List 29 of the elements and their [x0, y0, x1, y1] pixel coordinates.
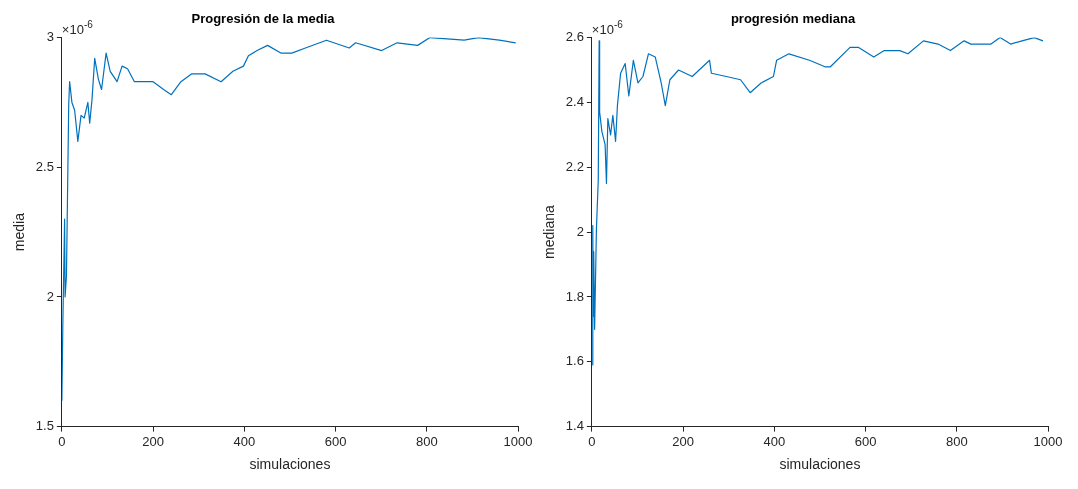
x-axis-title: simulaciones: [249, 456, 331, 473]
x-tick-label: 800: [945, 433, 968, 449]
y-tick-label: 2: [576, 223, 584, 239]
chart-title: progresión mediana: [730, 11, 856, 27]
chart-title: Progresión de la media: [191, 11, 336, 27]
x-tick-label: 0: [588, 433, 596, 449]
y-tick-label: 1.5: [35, 418, 54, 434]
x-tick-label: 200: [672, 433, 694, 449]
x-tick-label: 1000: [1033, 433, 1063, 449]
y-tick-label: 1.8: [565, 288, 584, 304]
x-tick-label: 400: [233, 433, 256, 449]
y-tick-label: 2.5: [35, 158, 54, 174]
x-tick-label: 400: [763, 433, 786, 449]
y-axis-title: mediana: [541, 205, 558, 259]
y-tick-label: 1.6: [565, 353, 584, 369]
y-tick-label: 2: [46, 288, 54, 304]
y-tick-label: 2.2: [565, 158, 584, 174]
y-tick-label: 2.4: [565, 94, 584, 110]
y-tick-label: 1.4: [565, 418, 584, 434]
x-tick-label: 0: [58, 433, 66, 449]
x-tick-label: 200: [142, 433, 164, 449]
x-tick-label: 1000: [503, 433, 533, 449]
x-tick-label: 800: [415, 433, 438, 449]
x-tick-label: 600: [324, 433, 347, 449]
x-axis-title: simulaciones: [779, 456, 861, 473]
y-tick-label: 2.6: [565, 29, 584, 45]
x-tick-label: 600: [854, 433, 877, 449]
y-axis-title: media: [11, 212, 28, 252]
y-tick-label: 3: [46, 29, 54, 45]
